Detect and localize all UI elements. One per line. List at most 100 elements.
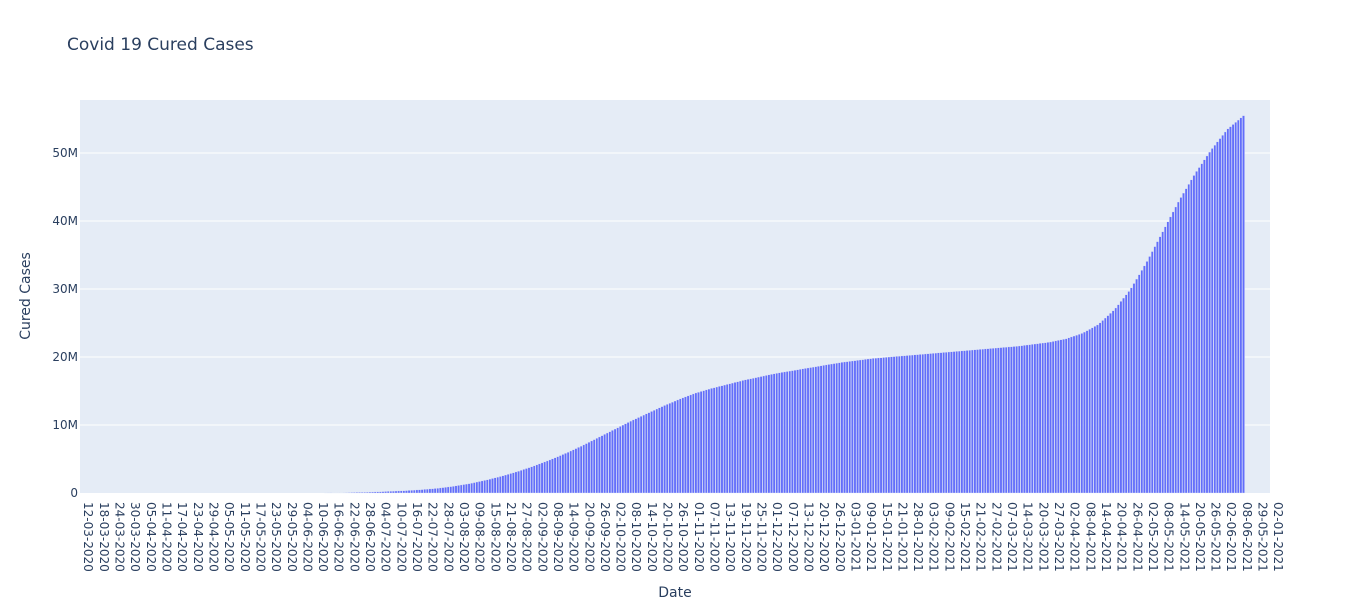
bar: [898, 355, 901, 494]
bar: [532, 465, 536, 494]
bar: [1070, 336, 1073, 494]
bar: [1192, 175, 1196, 494]
bar: [363, 491, 367, 494]
bar: [1046, 342, 1050, 494]
bar: [1057, 340, 1060, 494]
bar: [433, 488, 437, 494]
bar: [457, 485, 460, 494]
bar: [566, 452, 570, 494]
bar: [522, 469, 526, 494]
bar: [587, 442, 591, 494]
chart-title: Covid 19 Cured Cases: [67, 35, 254, 55]
bar: [1044, 342, 1047, 494]
bar: [1023, 345, 1026, 494]
bar: [1140, 270, 1144, 494]
bar: [512, 472, 515, 494]
bar: [1132, 283, 1136, 494]
bar: [952, 351, 956, 494]
bar: [723, 384, 726, 494]
bar: [1080, 333, 1084, 494]
bar: [373, 491, 377, 494]
bar: [436, 488, 440, 494]
bar: [903, 355, 906, 494]
bar: [689, 394, 692, 494]
bar: [496, 476, 499, 494]
bar: [462, 484, 466, 494]
x-tick-label: 07-03-2021: [1005, 502, 1019, 572]
bar: [444, 487, 447, 494]
bar: [1093, 326, 1097, 494]
bar: [611, 430, 614, 494]
bar: [1127, 291, 1131, 494]
bar: [934, 352, 938, 494]
bar: [1119, 301, 1123, 494]
bar: [754, 377, 758, 494]
bar: [804, 368, 807, 494]
bar: [613, 428, 617, 494]
bar: [929, 353, 932, 494]
x-tick-label: 08-06-2021: [1240, 502, 1254, 572]
bar: [465, 483, 468, 494]
bar: [1216, 141, 1219, 494]
bar: [1148, 256, 1151, 494]
bar: [376, 491, 380, 494]
bar: [869, 358, 872, 494]
bar: [626, 422, 630, 494]
bar: [1036, 343, 1039, 494]
bar: [446, 486, 450, 494]
bar: [832, 363, 836, 494]
bar: [738, 380, 742, 494]
x-tick-label: 14-09-2020: [567, 502, 581, 572]
bar: [1190, 179, 1193, 494]
x-tick-label: 02-04-2021: [1068, 502, 1082, 572]
bar: [1137, 274, 1141, 494]
bar: [767, 374, 771, 494]
bar: [890, 356, 893, 494]
bar: [694, 392, 698, 494]
bar: [1203, 159, 1206, 494]
bar: [989, 348, 992, 494]
bar: [379, 491, 382, 494]
bar: [671, 401, 674, 494]
bar: [618, 426, 622, 494]
bar: [1004, 346, 1008, 494]
bar: [757, 376, 760, 494]
bar: [491, 478, 494, 494]
bar: [371, 491, 374, 494]
x-tick-label: 19-11-2020: [739, 502, 753, 572]
bar: [663, 405, 666, 494]
bar: [845, 361, 849, 494]
bar: [1090, 327, 1094, 494]
bar: [493, 477, 497, 494]
bar: [561, 454, 565, 494]
x-tick-label: 28-07-2020: [441, 502, 455, 572]
bar: [1101, 320, 1104, 494]
bar: [603, 434, 606, 494]
bar: [798, 369, 802, 494]
bar: [355, 492, 359, 494]
bar: [605, 432, 609, 494]
bar: [1153, 246, 1157, 494]
bar: [1169, 216, 1172, 494]
x-tick-label: 27-03-2021: [1052, 502, 1066, 572]
bar: [968, 350, 971, 494]
bar: [746, 379, 750, 494]
x-tick-label: 08-09-2020: [551, 502, 565, 572]
bar: [499, 476, 502, 494]
bar: [960, 350, 964, 494]
bar: [1150, 251, 1154, 494]
bar: [347, 492, 351, 494]
bar: [527, 467, 531, 494]
y-axis-ticks: 0 10M 20M 30M 40M 50M: [52, 146, 78, 500]
x-tick-label: 16-06-2020: [332, 502, 346, 572]
bar: [535, 464, 539, 494]
bar: [1010, 346, 1013, 494]
bar: [392, 490, 395, 494]
bar: [634, 418, 638, 494]
x-tick-label: 20-10-2020: [661, 502, 675, 572]
x-tick-label: 02-10-2020: [614, 502, 628, 572]
bar: [1177, 201, 1180, 494]
bar: [809, 367, 812, 494]
x-tick-label: 28-01-2021: [911, 502, 925, 572]
y-axis-title: Cured Cases: [18, 252, 34, 340]
